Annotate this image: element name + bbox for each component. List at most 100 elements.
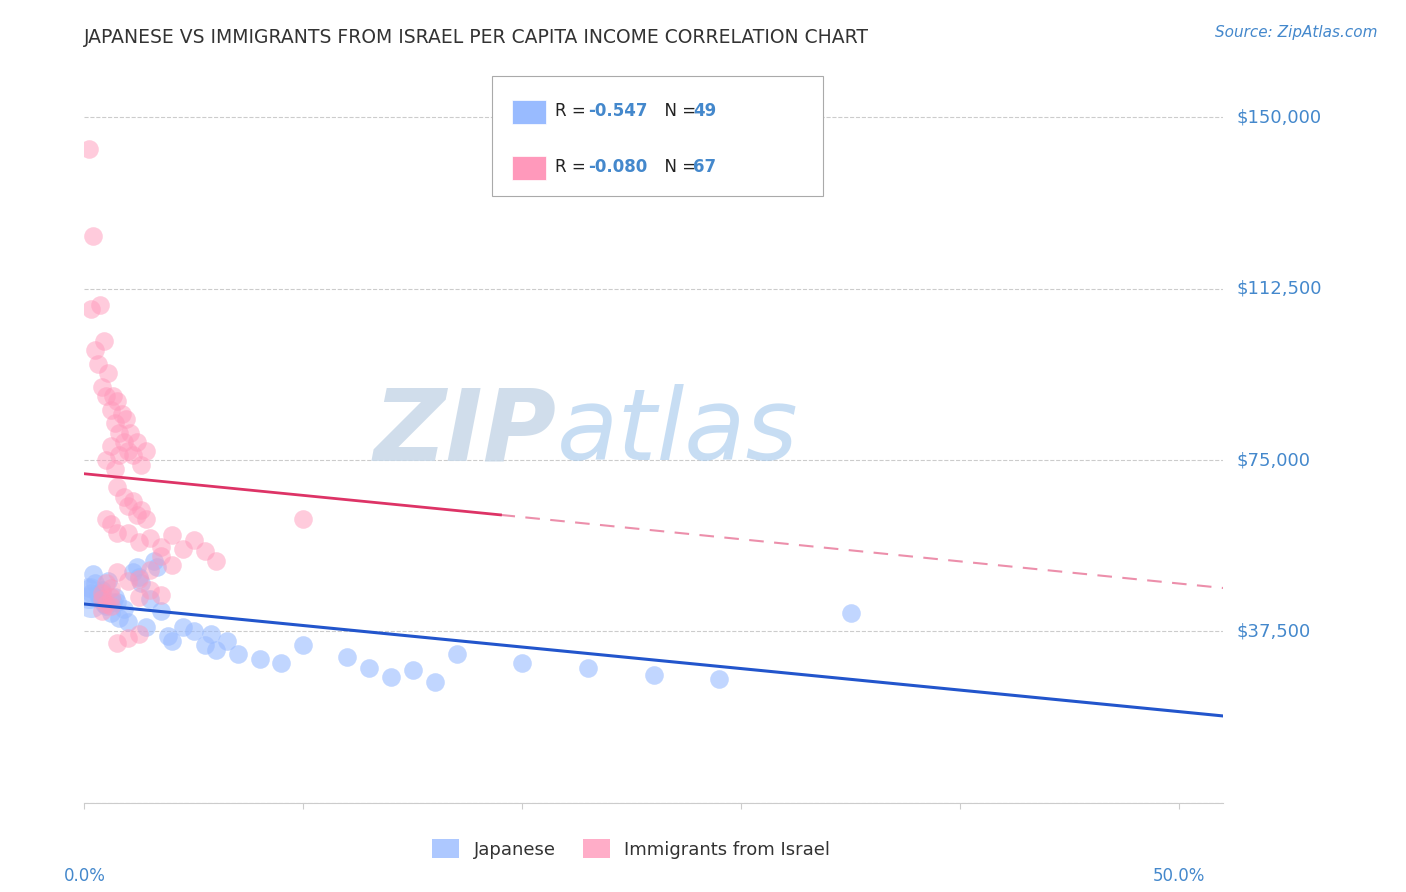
Point [215,633,238,648]
Text: $150,000: $150,000 [1236,108,1322,127]
Text: R =: R = [555,103,592,120]
Point [183,624,205,639]
Text: $37,500: $37,500 [1236,623,1310,640]
Point [105,565,128,579]
Text: $75,000: $75,000 [1236,451,1310,469]
Text: N =: N = [654,103,702,120]
Point [108,425,131,440]
Point [117,443,139,458]
Text: 50.0%: 50.0% [1153,867,1205,885]
Point [104,417,127,431]
Point [90,604,112,618]
Point [121,494,143,508]
Point [101,595,124,609]
Point [90,592,112,607]
Point [150,540,173,554]
Point [96,597,118,611]
Point [125,560,148,574]
Point [249,652,271,666]
Point [120,425,142,440]
Point [84,343,107,358]
Point [82,229,104,244]
Point [101,389,124,403]
Point [108,449,131,463]
Text: R =: R = [555,158,592,177]
Text: N =: N = [654,158,702,177]
Point [112,601,135,615]
Point [160,528,183,542]
Point [135,620,157,634]
Point [117,499,139,513]
Point [104,590,127,604]
Point [204,642,226,657]
Point [97,574,120,589]
Point [709,673,731,687]
Text: JAPANESE VS IMMIGRANTS FROM ISRAEL PER CAPITA INCOME CORRELATION CHART: JAPANESE VS IMMIGRANTS FROM ISRAEL PER C… [84,28,869,47]
Point [90,585,112,599]
Point [125,508,148,522]
Point [117,632,139,646]
Point [105,636,128,650]
Point [139,592,162,607]
Point [104,462,127,476]
Point [128,590,150,604]
Point [86,357,108,371]
Point [336,649,359,664]
Point [105,526,128,541]
Point [183,533,205,547]
Point [129,576,153,591]
Point [194,544,217,558]
Point [80,302,103,317]
Point [97,366,120,380]
Point [512,657,534,671]
Point [135,512,157,526]
Text: -0.080: -0.080 [588,158,647,177]
Text: 67: 67 [693,158,716,177]
Point [128,535,150,549]
Point [77,581,100,595]
Point [117,615,139,630]
Point [117,526,139,541]
Point [105,480,128,494]
Point [129,503,153,517]
Point [643,668,665,682]
Point [77,585,100,599]
Point [100,516,122,531]
Point [139,563,162,577]
Point [80,595,103,609]
Point [128,626,150,640]
Point [80,585,103,599]
Point [90,583,112,598]
Point [139,583,162,598]
Point [96,599,118,614]
Point [112,490,135,504]
Text: 49: 49 [693,103,717,120]
Point [128,569,150,583]
Point [423,674,446,689]
Point [359,661,381,675]
Point [93,597,115,611]
Point [226,647,249,661]
Point [128,572,150,586]
Point [156,629,179,643]
Point [200,626,222,640]
Point [446,647,468,661]
Point [150,549,173,563]
Point [100,402,122,417]
Text: 0.0%: 0.0% [63,867,105,885]
Point [105,595,128,609]
Point [125,434,148,449]
Point [90,380,112,394]
Point [112,434,135,449]
Point [292,638,315,652]
Point [292,512,315,526]
Point [115,412,138,426]
Point [139,531,162,545]
Point [89,592,111,607]
Text: -0.547: -0.547 [588,103,647,120]
Point [110,408,132,422]
Point [839,606,862,620]
Point [86,588,108,602]
Point [84,576,107,591]
Point [96,512,118,526]
